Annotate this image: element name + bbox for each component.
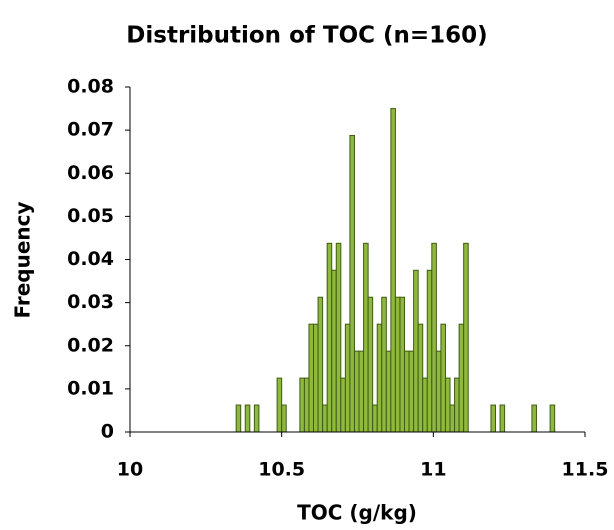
y-tick-label: 0.08 xyxy=(67,76,114,98)
bar xyxy=(326,242,333,433)
bar xyxy=(408,350,415,433)
y-tick-label: 0.02 xyxy=(67,334,114,356)
bar xyxy=(367,296,374,433)
bar xyxy=(531,404,537,433)
bar xyxy=(358,350,365,433)
bar xyxy=(404,350,410,433)
bar xyxy=(449,404,456,433)
bar xyxy=(335,242,342,433)
bar xyxy=(331,269,337,433)
bar xyxy=(281,404,287,433)
bar xyxy=(344,323,351,433)
y-axis-label: Frequency xyxy=(11,201,35,318)
bar xyxy=(399,296,406,433)
y-tick-label: 0.06 xyxy=(67,162,114,184)
chart-title: Distribution of TOC (n=160) xyxy=(126,23,487,49)
bar xyxy=(276,377,283,433)
bar xyxy=(253,404,260,433)
bar xyxy=(322,404,328,433)
bar xyxy=(381,296,387,433)
x-tick-label: 10.5 xyxy=(258,459,305,481)
bar xyxy=(303,377,310,433)
y-tick-label: 0 xyxy=(101,421,114,443)
y-tick-label: 0.01 xyxy=(67,377,114,399)
bar xyxy=(372,404,378,433)
x-tick-label: 10 xyxy=(117,459,143,481)
bar xyxy=(299,377,305,433)
bar xyxy=(463,242,469,433)
bar xyxy=(413,269,419,433)
bar xyxy=(435,350,442,433)
bar xyxy=(349,135,355,433)
bar xyxy=(244,404,251,433)
bar xyxy=(454,377,460,433)
x-tick-label: 11.5 xyxy=(562,459,609,481)
bar xyxy=(340,377,346,433)
bar xyxy=(426,269,433,433)
bar xyxy=(549,404,556,433)
bar xyxy=(490,404,497,433)
bar xyxy=(308,323,315,433)
bar xyxy=(317,296,324,433)
bar xyxy=(376,323,383,433)
x-tick-label: 11 xyxy=(420,459,446,481)
bar xyxy=(363,242,369,433)
bar xyxy=(385,350,392,433)
bar xyxy=(313,323,319,433)
bar xyxy=(499,404,506,433)
bar xyxy=(235,404,242,433)
y-tick-label: 0.05 xyxy=(67,205,114,227)
bar xyxy=(444,377,451,433)
y-tick-label: 0.03 xyxy=(67,291,114,313)
y-tick-label: 0.04 xyxy=(67,248,114,270)
bar xyxy=(422,377,428,433)
bar xyxy=(390,108,396,433)
bar xyxy=(458,323,465,433)
x-axis-label: TOC (g/kg) xyxy=(297,501,417,525)
bar xyxy=(394,296,401,433)
bar xyxy=(440,323,446,433)
bar xyxy=(431,242,437,433)
y-tick-label: 0.07 xyxy=(67,119,114,141)
bar xyxy=(417,323,424,433)
bar xyxy=(353,350,360,433)
